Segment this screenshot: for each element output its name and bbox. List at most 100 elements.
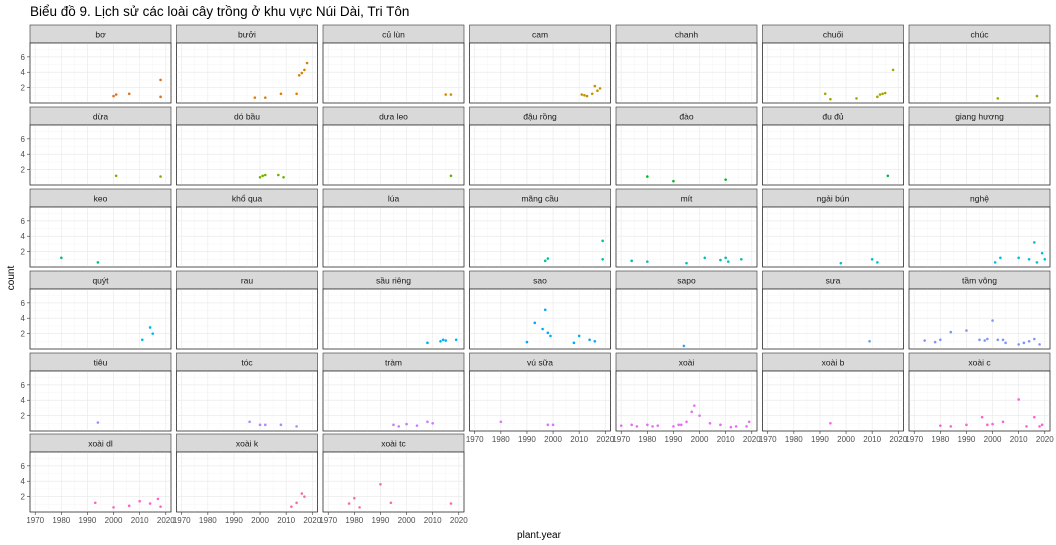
data-point [672,425,675,428]
facet-border [469,124,611,186]
data-point [1004,341,1007,345]
facet-panel: xoài 1970 1980 1990 2000 2010 2020 [612,352,761,444]
data-point [1038,425,1041,428]
data-point [679,423,683,427]
data-point [978,338,981,342]
data-point [525,340,529,344]
y-tick-label: 6 [21,53,26,62]
data-point [747,420,751,424]
data-point [1001,420,1005,424]
data-point [949,330,953,334]
data-point [740,258,743,261]
facet-label: xoài b [822,358,845,368]
data-point [703,256,707,260]
facet-border [469,42,611,104]
data-point [551,423,555,427]
data-point [148,502,152,505]
data-point [300,71,304,75]
x-tick-label: 1990 [79,516,97,525]
facet-panel: đào [615,106,758,186]
facet-border [176,370,318,432]
data-point [577,334,581,338]
facet-label: lúa [388,194,400,204]
facet-label: tràm [385,358,402,368]
data-point [300,492,304,495]
facet-panel: bưởi [176,24,318,104]
data-point [295,92,298,96]
data-point [693,404,696,407]
x-tick-label: 2020 [1036,435,1054,444]
y-tick-label: 6 [21,299,26,308]
facet-border [469,206,611,268]
data-point [159,95,162,99]
x-tick-label: 1970 [319,516,337,525]
data-point [546,331,550,335]
data-point [1035,94,1039,98]
data-point [996,97,1000,100]
facet-border [29,124,172,186]
x-tick-label: 2020 [450,516,468,525]
data-point [580,93,584,96]
facet-panel: quýt 2 4 6 [21,270,172,350]
facet-border [29,42,172,104]
x-tick-label: 1990 [811,435,829,444]
data-point [939,338,942,342]
x-tick-label: 1970 [905,435,923,444]
data-point [114,93,118,96]
data-point [933,340,937,344]
x-tick-label: 2000 [398,516,416,525]
facet-border [762,206,904,268]
x-tick-label: 2010 [570,435,588,444]
x-tick-label: 1980 [52,516,70,525]
data-point [263,96,267,99]
data-point [651,425,654,428]
y-tick-label: 6 [21,217,26,226]
facet-panel: đu đủ [762,106,904,186]
x-tick-label: 1970 [173,516,191,525]
data-point [588,338,591,342]
data-point [1033,241,1036,244]
facet-panel: cam [469,24,611,104]
x-tick-label: 2020 [157,516,175,525]
data-point [258,176,262,179]
facet-label: tóc [241,358,253,368]
data-point [682,344,686,348]
facet-label: sapo [677,276,696,286]
facet-label: khổ qua [232,194,263,204]
facet-panel: tóc [176,352,318,432]
data-point [572,341,576,345]
data-point [646,175,649,178]
y-tick-label: 2 [21,166,26,175]
data-point [127,504,131,508]
data-point [996,338,1000,342]
data-point [590,92,594,96]
y-tick-label: 6 [21,135,26,144]
facet-panel: sapo [615,270,758,350]
data-point [441,338,445,342]
facet-label: chanh [675,30,698,40]
data-point [724,178,727,181]
facet-border [176,288,318,350]
data-point [543,308,547,312]
data-point [1025,425,1028,428]
facet-panel: khổ qua [176,188,318,268]
data-point [1001,338,1005,342]
facet-panel: nghệ [908,188,1051,268]
data-point [295,425,298,428]
data-point [939,424,942,427]
facet-border [615,42,758,104]
facet-label: vú sữa [527,358,553,368]
data-point [999,256,1002,260]
data-point [839,261,843,265]
facet-panel: tầm vông [908,270,1051,350]
data-point [991,319,994,322]
data-point [630,423,633,427]
x-tick-label: 2000 [837,435,855,444]
data-point [829,97,832,101]
x-tick-label: 2000 [691,435,709,444]
data-point [449,93,453,96]
data-point [140,338,144,342]
x-tick-label: 1980 [492,435,510,444]
data-point [1033,337,1036,341]
x-tick-label: 2010 [1010,435,1028,444]
